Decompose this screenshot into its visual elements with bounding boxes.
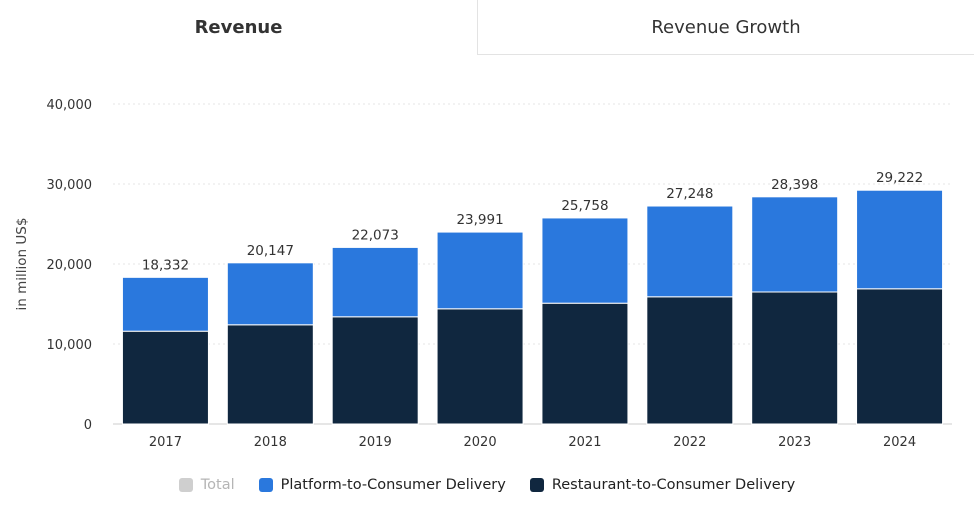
x-tick-label: 2021 [568, 435, 601, 450]
restaurant-bar[interactable] [541, 302, 629, 425]
total-data-label: 23,991 [456, 212, 503, 228]
tab-revenue[interactable]: Revenue [0, 0, 477, 55]
x-tick-label: 2019 [359, 435, 392, 450]
total-data-label: 18,332 [142, 257, 189, 273]
legend-swatch-restaurant [529, 478, 544, 492]
legend-item-total[interactable]: Total [178, 474, 235, 496]
restaurant-bar[interactable] [751, 291, 839, 425]
restaurant-bar[interactable] [436, 308, 524, 425]
y-tick-label: 10,000 [47, 338, 93, 353]
legend: Total Platform-to-Consumer Delivery Rest… [0, 474, 974, 496]
restaurant-bar[interactable] [331, 316, 419, 425]
legend-label-platform: Platform-to-Consumer Delivery [280, 477, 506, 493]
y-tick-label: 30,000 [47, 178, 93, 193]
legend-label-total: Total [200, 477, 235, 493]
total-data-label: 28,398 [771, 177, 818, 193]
bars [121, 189, 944, 425]
x-tick-label: 2022 [673, 435, 706, 450]
total-labels: 18,332 20,147 22,073 23,991 25,758 27,248 28,3… [142, 170, 923, 273]
x-axis-ticks: 2017 2018 2019 2020 2021 2022 2023 2024 [149, 435, 916, 450]
restaurant-bar[interactable] [226, 324, 314, 425]
legend-label-restaurant: Restaurant-to-Consumer Delivery [551, 477, 796, 493]
y-axis-ticks: 0 10,000 20,000 30,000 40,000 [47, 98, 93, 433]
y-tick-label: 40,000 [47, 98, 93, 113]
total-data-label: 25,758 [561, 198, 608, 214]
x-tick-label: 2024 [883, 435, 916, 450]
platform-bar[interactable] [121, 276, 209, 332]
total-data-label: 29,222 [876, 170, 923, 186]
y-tick-label: 20,000 [47, 258, 93, 273]
platform-bar[interactable] [751, 196, 839, 293]
x-tick-label: 2018 [254, 435, 287, 450]
tab-revenue-growth[interactable]: Revenue Growth [477, 0, 974, 55]
x-tick-label: 2020 [464, 435, 497, 450]
platform-bar[interactable] [226, 262, 314, 326]
legend-swatch-platform [258, 478, 273, 492]
legend-item-platform[interactable]: Platform-to-Consumer Delivery [258, 474, 506, 496]
restaurant-bar[interactable] [121, 330, 209, 425]
platform-bar[interactable] [436, 231, 524, 310]
y-axis-title: in million US$ [14, 218, 30, 311]
revenue-chart: 0 10,000 20,000 30,000 40,000 in million US$… [14, 98, 952, 450]
total-data-label: 20,147 [247, 243, 294, 259]
tab-bar: Revenue Revenue Growth [0, 0, 974, 56]
total-data-label: 27,248 [666, 186, 713, 202]
legend-swatch-total [178, 478, 193, 492]
restaurant-bar[interactable] [856, 288, 944, 425]
x-tick-label: 2017 [149, 435, 182, 450]
y-tick-label: 0 [84, 418, 92, 433]
legend-item-restaurant[interactable]: Restaurant-to-Consumer Delivery [529, 474, 796, 496]
platform-bar[interactable] [646, 205, 734, 298]
platform-bar[interactable] [541, 217, 629, 304]
platform-bar[interactable] [856, 189, 944, 290]
platform-bar[interactable] [331, 246, 419, 318]
total-data-label: 22,073 [352, 227, 399, 243]
restaurant-bar[interactable] [646, 296, 734, 425]
x-tick-label: 2023 [778, 435, 811, 450]
